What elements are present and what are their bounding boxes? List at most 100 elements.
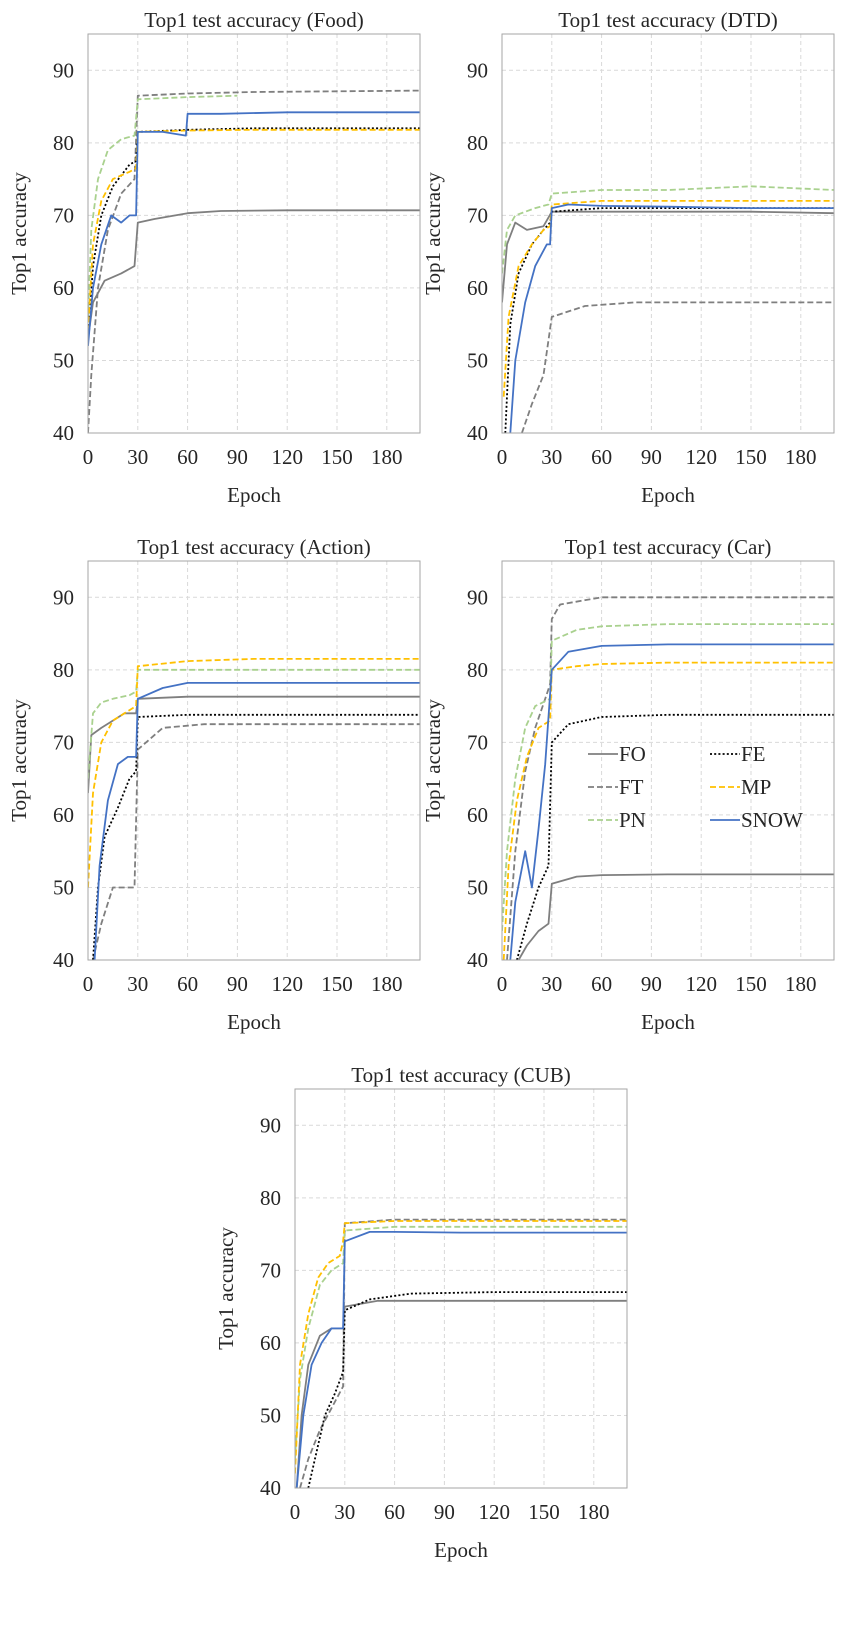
x-axis-label: Epoch — [641, 483, 695, 507]
y-tick-label: 80 — [53, 658, 74, 682]
plot-frame — [294, 1088, 628, 1489]
x-tick-label: 30 — [127, 972, 148, 996]
x-tick-label: 180 — [578, 1500, 610, 1524]
legend-label-fo: FO — [619, 742, 646, 766]
y-tick-label: 80 — [260, 1186, 281, 1210]
series-line-pn — [295, 1225, 627, 1460]
chart-title: Top1 test accuracy (Car) — [565, 535, 772, 559]
legend-label-pn: PN — [619, 808, 646, 832]
x-tick-label: 0 — [290, 1500, 301, 1524]
y-tick-label: 40 — [53, 948, 74, 972]
x-tick-label: 180 — [785, 445, 817, 469]
x-tick-label: 150 — [321, 445, 353, 469]
x-tick-label: 90 — [227, 445, 248, 469]
y-tick-label: 80 — [467, 658, 488, 682]
y-axis-label: Top1 accuracy — [7, 172, 31, 295]
legend-label-mp: MP — [741, 775, 771, 799]
x-tick-label: 180 — [371, 972, 403, 996]
legend-label-snow: SNOW — [741, 808, 803, 832]
plot-frame — [501, 33, 835, 434]
y-tick-label: 90 — [53, 58, 74, 82]
x-tick-label: 180 — [371, 445, 403, 469]
x-tick-label: 60 — [591, 972, 612, 996]
x-axis-label: Epoch — [227, 1010, 281, 1034]
series-line-mp — [88, 658, 420, 888]
y-tick-label: 90 — [53, 585, 74, 609]
y-tick-label: 40 — [467, 948, 488, 972]
x-tick-label: 0 — [497, 445, 508, 469]
y-tick-label: 70 — [467, 730, 488, 754]
y-axis-label: Top1 accuracy — [421, 699, 445, 822]
x-tick-label: 60 — [591, 445, 612, 469]
y-axis-label: Top1 accuracy — [214, 1227, 238, 1350]
chart-title: Top1 test accuracy (DTD) — [558, 8, 778, 32]
y-axis-label: Top1 accuracy — [421, 172, 445, 295]
y-tick-label: 40 — [467, 421, 488, 445]
x-tick-label: 150 — [528, 1500, 560, 1524]
plot-frame — [87, 33, 421, 434]
y-tick-label: 60 — [467, 803, 488, 827]
series-line-pn — [88, 94, 238, 317]
plot-frame — [501, 560, 835, 961]
x-tick-label: 0 — [83, 972, 94, 996]
series-group — [502, 185, 834, 433]
x-tick-label: 120 — [271, 445, 303, 469]
series-line-fo — [88, 209, 420, 339]
series-line-ft — [88, 89, 420, 433]
series-line-ft — [521, 301, 834, 433]
y-tick-label: 60 — [260, 1331, 281, 1355]
x-tick-label: 120 — [478, 1500, 510, 1524]
y-tick-label: 60 — [467, 276, 488, 300]
chart-4: 40 50 60 70 80 90 0 30 60 90 120 150 180 Top1 test ac… — [421, 535, 835, 1034]
series-line-ft — [92, 723, 420, 960]
y-tick-label: 80 — [53, 131, 74, 155]
series-line-snow — [93, 682, 420, 960]
y-tick-label: 60 — [53, 803, 74, 827]
x-tick-label: 60 — [177, 445, 198, 469]
x-tick-label: 90 — [641, 445, 662, 469]
y-tick-label: 90 — [467, 58, 488, 82]
y-tick-label: 50 — [53, 348, 74, 372]
x-tick-label: 150 — [735, 445, 767, 469]
x-tick-label: 30 — [127, 445, 148, 469]
y-tick-label: 50 — [467, 875, 488, 899]
y-tick-label: 50 — [467, 348, 488, 372]
x-tick-label: 180 — [785, 972, 817, 996]
chart-title: Top1 test accuracy (CUB) — [351, 1063, 571, 1087]
x-axis-label: Epoch — [434, 1538, 488, 1562]
series-line-fo — [295, 1299, 627, 1488]
x-tick-label: 120 — [271, 972, 303, 996]
legend: FO FE FT MP PN SNOW — [588, 742, 803, 832]
x-tick-label: 0 — [497, 972, 508, 996]
chart-title: Top1 test accuracy (Food) — [144, 8, 364, 32]
x-tick-label: 150 — [735, 972, 767, 996]
x-tick-label: 30 — [541, 445, 562, 469]
y-tick-label: 70 — [260, 1258, 281, 1282]
series-line-fo — [88, 695, 420, 794]
series-line-fe — [516, 713, 834, 960]
y-axis-label: Top1 accuracy — [7, 699, 31, 822]
x-tick-label: 90 — [434, 1500, 455, 1524]
x-tick-label: 30 — [334, 1500, 355, 1524]
series-group — [295, 1218, 627, 1488]
chart-5: 40 50 60 70 80 90 0 30 60 90 120 150 180 Top1 test ac… — [214, 1063, 628, 1562]
x-tick-label: 120 — [685, 972, 717, 996]
series-line-fe — [88, 127, 420, 339]
x-tick-label: 30 — [541, 972, 562, 996]
legend-label-ft: FT — [619, 775, 644, 799]
y-tick-label: 50 — [53, 875, 74, 899]
x-tick-label: 60 — [177, 972, 198, 996]
y-tick-label: 90 — [467, 585, 488, 609]
series-line-snow — [295, 1231, 627, 1488]
x-tick-label: 90 — [227, 972, 248, 996]
chart-3: 40 50 60 70 80 90 0 30 60 90 120 150 180 Top1 test ac… — [7, 535, 421, 1034]
x-tick-label: 90 — [641, 972, 662, 996]
series-line-mp — [502, 200, 834, 397]
x-tick-label: 120 — [685, 445, 717, 469]
series-line-fe — [307, 1291, 627, 1488]
x-axis-label: Epoch — [227, 483, 281, 507]
y-tick-label: 70 — [53, 730, 74, 754]
y-tick-label: 40 — [53, 421, 74, 445]
series-line-fe — [92, 713, 420, 960]
